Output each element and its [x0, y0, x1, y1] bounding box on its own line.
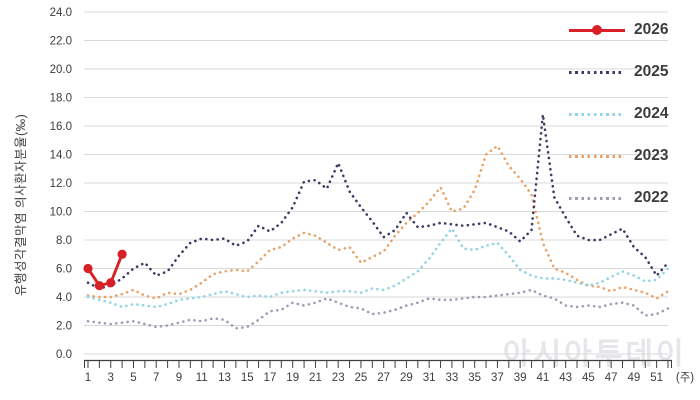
y-tick-label: 24.0	[50, 7, 72, 19]
legend-swatch-2023	[569, 154, 625, 158]
y-tick-label: 16.0	[50, 121, 72, 133]
gridlines	[84, 11, 668, 355]
x-tick-label: 5	[130, 372, 136, 384]
legend: 2026 2025 2024 2023 2022	[569, 9, 674, 219]
x-tick-label: 3	[108, 372, 114, 384]
legend-label-2026: 2026	[634, 21, 669, 38]
y-tick-label: 8.0	[56, 235, 72, 247]
x-tick-label: 13	[218, 372, 231, 384]
x-axis	[84, 359, 672, 368]
x-tick-label: 23	[332, 372, 345, 384]
x-tick-label: 47	[605, 372, 618, 384]
x-tick-label: 7	[153, 372, 159, 384]
y-tick-label: 14.0	[50, 150, 72, 162]
x-tick-label: 25	[355, 372, 368, 384]
legend-swatch-2022	[569, 196, 625, 200]
series-2025	[86, 113, 670, 290]
y-tick-label: 22.0	[50, 36, 72, 48]
y-tick-label: 6.0	[56, 264, 72, 276]
legend-label-2022: 2022	[634, 189, 669, 206]
x-tick-label: 11	[196, 372, 208, 384]
legend-label-2023: 2023	[634, 147, 669, 164]
legend-swatch-2024	[569, 112, 625, 116]
legend-item-2022: 2022	[569, 177, 674, 219]
series-2026	[83, 249, 127, 291]
legend-item-2025: 2025	[569, 51, 674, 93]
x-tick-label: 33	[446, 372, 459, 384]
legend-item-2023: 2023	[569, 135, 674, 177]
legend-swatch-2026	[569, 25, 625, 35]
data-point-marker	[106, 278, 116, 288]
x-tick-label: 19	[286, 372, 299, 384]
legend-marker-dot	[592, 25, 602, 35]
y-tick-label: 2.0	[56, 321, 72, 333]
y-tick-label: 20.0	[50, 64, 72, 76]
x-tick-label: 51	[650, 372, 663, 384]
x-tick-label: 37	[491, 372, 504, 384]
legend-item-2024: 2024	[569, 93, 674, 135]
x-tick-label: 9	[176, 372, 182, 384]
x-tick-label: 17	[264, 372, 277, 384]
legend-label-2024: 2024	[634, 105, 669, 122]
x-tick-label: 35	[468, 372, 481, 384]
y-tick-label: 12.0	[50, 178, 72, 190]
x-tick-label: 39	[514, 372, 527, 384]
x-tick-label: 21	[309, 372, 322, 384]
x-tick-label: 45	[582, 372, 595, 384]
x-tick-label: 41	[537, 372, 550, 384]
y-axis-tick-labels: 0.0 2.0 4.0 6.0 8.0 10.0 12.0 14.0 16.0 18.0 20.0 2…	[50, 7, 72, 361]
x-axis-unit-label: (주)	[676, 372, 694, 384]
x-tick-label: 29	[400, 372, 413, 384]
x-tick-label: 49	[627, 372, 640, 384]
y-tick-label: 10.0	[50, 207, 72, 219]
data-point-marker	[117, 249, 127, 259]
y-axis-title: 유행성각결막염 의사환자분율(‰)	[14, 113, 28, 296]
x-tick-label: 27	[377, 372, 390, 384]
y-tick-label: 0.0	[56, 349, 72, 361]
series-2022	[86, 288, 670, 330]
data-point-marker	[83, 263, 93, 274]
y-tick-label: 4.0	[56, 292, 72, 304]
x-tick-label: 31	[423, 372, 436, 384]
series-2024	[86, 227, 670, 309]
data-point-marker	[94, 281, 104, 291]
x-tick-label: 1	[85, 372, 91, 384]
legend-label-2025: 2025	[634, 63, 669, 80]
x-tick-label: 15	[241, 372, 254, 384]
y-tick-label: 18.0	[50, 93, 72, 105]
x-tick-label: 43	[559, 372, 572, 384]
legend-item-2026: 2026	[569, 9, 674, 51]
x-axis-tick-labels: 1 3 5 7 9 11 13 15 17 19 21 23 25 27 29 31 33 35 37 39 41 43 4…	[85, 372, 694, 384]
series-2023	[86, 144, 670, 300]
legend-swatch-2025	[569, 70, 625, 74]
